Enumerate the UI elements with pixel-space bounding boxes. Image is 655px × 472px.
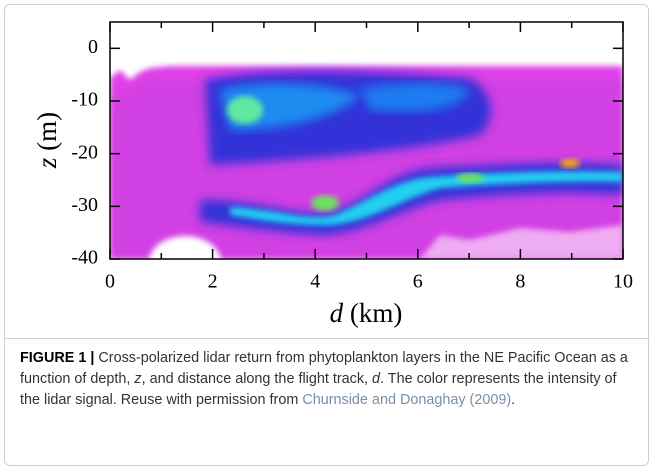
- figure-frame: [4, 4, 649, 466]
- caption-link[interactable]: Churnside and Donaghay (2009): [302, 392, 512, 408]
- caption-text: .: [511, 392, 516, 408]
- x-axis-label: d (km): [330, 298, 403, 328]
- caption-text: , and distance along the flight track,: [141, 371, 373, 387]
- x-tick-label: 4: [310, 271, 320, 293]
- caption-symbol: z: [134, 371, 142, 387]
- y-tick-label: -20: [71, 141, 98, 163]
- separator: [4, 338, 650, 339]
- caption-label: FIGURE 1 |: [20, 350, 95, 366]
- x-tick-label: 2: [208, 271, 218, 293]
- lidar-image: [110, 66, 623, 259]
- x-tick-label: 10: [613, 271, 633, 293]
- y-tick-label: -30: [71, 194, 98, 216]
- y-tick-label: 0: [88, 36, 98, 58]
- caption-symbol: d: [372, 371, 381, 387]
- figure-plot: d (km) z (m) 0 2 4 6 8 10 0 -10 -20 -30 -40: [32, 21, 633, 328]
- caption-text: Cross-polarized lidar return from phytop…: [20, 350, 628, 387]
- y-tick-label: -10: [71, 89, 98, 111]
- y-tick-label: -40: [71, 247, 98, 269]
- x-tick-label: 6: [413, 271, 423, 293]
- y-axis-label: z (m): [32, 112, 62, 169]
- caption: FIGURE 1 | Cross-polarized lidar return …: [20, 348, 640, 411]
- x-tick-label: 0: [105, 271, 115, 293]
- x-tick-label: 8: [515, 271, 525, 293]
- caption-text: . The color represents the intensity of …: [20, 371, 617, 408]
